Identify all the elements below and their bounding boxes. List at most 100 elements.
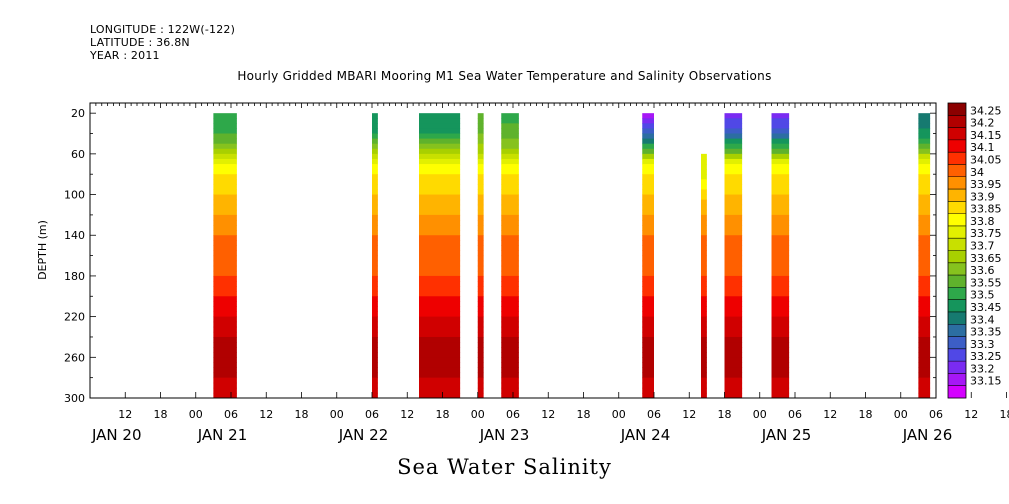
data-cell [372, 225, 378, 231]
data-cell [477, 133, 484, 140]
data-cell [419, 301, 461, 307]
data-cell [419, 367, 461, 374]
colorbar-label: 33.3 [970, 338, 995, 351]
data-cell [213, 143, 237, 150]
x-tick-label: 18 [1000, 408, 1009, 421]
data-cell [642, 164, 654, 170]
data-cell [419, 286, 461, 292]
data-cell [771, 362, 790, 368]
data-cell [419, 164, 461, 170]
data-cell [501, 342, 519, 348]
data-cell [477, 336, 484, 343]
data-cell [701, 250, 707, 257]
data-cell [213, 301, 237, 307]
colorbar-swatch [948, 275, 966, 288]
data-cell [501, 184, 519, 190]
data-cell [213, 260, 237, 267]
data-cell [213, 347, 237, 353]
data-cell [372, 169, 378, 175]
data-cell [213, 296, 237, 302]
data-cell [771, 270, 790, 277]
y-tick-label: 100 [64, 189, 85, 202]
data-cell [918, 296, 931, 302]
data-cell [918, 275, 931, 282]
year-label: YEAR : 2011 [90, 49, 160, 62]
data-cell [477, 169, 484, 175]
data-cell [419, 265, 461, 272]
x-tick-label: 12 [682, 408, 696, 421]
data-cell [771, 367, 790, 374]
data-cell [642, 189, 654, 196]
data-cell [501, 392, 519, 398]
colorbar-swatch [948, 287, 966, 300]
data-cell [771, 342, 790, 348]
colorbar-label: 33.95 [970, 178, 1002, 191]
date-label: JAN 22 [338, 426, 389, 444]
data-cell [771, 179, 790, 185]
data-cell [701, 357, 707, 363]
data-cell [701, 306, 707, 313]
data-cell [477, 326, 484, 333]
data-cell [419, 331, 461, 338]
data-cell [419, 260, 461, 267]
data-cell [477, 291, 484, 297]
data-cell [701, 265, 707, 272]
data-cell [501, 270, 519, 277]
data-cell [771, 286, 790, 292]
data-cell [213, 250, 237, 257]
data-cell [771, 265, 790, 272]
y-axis-title: DEPTH (m) [36, 220, 49, 280]
colorbar-swatch [948, 189, 966, 202]
data-cell [213, 321, 237, 328]
data-cell [477, 357, 484, 363]
data-cell [372, 219, 378, 226]
colorbar-swatch [948, 152, 966, 165]
data-cell [501, 281, 519, 287]
data-cell [771, 255, 790, 262]
data-cell [501, 357, 519, 363]
data-cell [501, 382, 519, 389]
data-cell [213, 245, 237, 251]
data-cell [419, 209, 461, 216]
data-cell [501, 306, 519, 313]
data-cell [501, 123, 519, 129]
data-cell [771, 230, 790, 236]
data-cell [771, 301, 790, 307]
data-cell [419, 245, 461, 251]
data-cell [419, 133, 461, 140]
data-cell [477, 123, 484, 129]
data-cell [419, 352, 461, 358]
data-cell [701, 158, 707, 165]
data-cell [701, 245, 707, 251]
data-cell [724, 382, 743, 389]
x-tick-label: 12 [118, 408, 132, 421]
data-cell [477, 245, 484, 251]
data-cell [372, 265, 378, 272]
data-cell [477, 377, 484, 384]
data-cell [501, 204, 519, 211]
data-cell [642, 352, 654, 358]
data-cell [642, 281, 654, 287]
data-cell [771, 377, 790, 384]
data-cell [724, 387, 743, 394]
data-cell [213, 372, 237, 379]
data-cell [477, 275, 484, 282]
data-cell [213, 255, 237, 262]
data-cell [477, 311, 484, 318]
data-cell [213, 138, 237, 145]
data-cell [213, 179, 237, 185]
data-cell [701, 199, 707, 206]
data-cell [372, 250, 378, 257]
data-cell [918, 118, 931, 124]
data-cell [501, 179, 519, 185]
data-cell [771, 382, 790, 389]
data-cell [213, 113, 237, 119]
data-cell [771, 143, 790, 150]
data-cell [918, 387, 931, 394]
data-cell [642, 275, 654, 282]
data-cell [642, 219, 654, 226]
data-cell [701, 296, 707, 302]
data-cell [419, 230, 461, 236]
data-cell [918, 382, 931, 389]
data-cell [701, 352, 707, 358]
